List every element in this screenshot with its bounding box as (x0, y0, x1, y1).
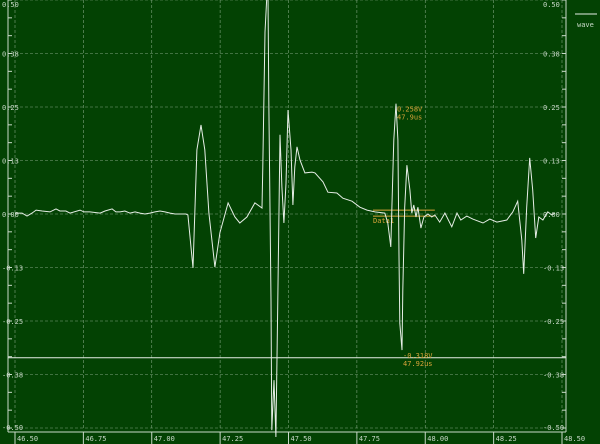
legend: wave (575, 13, 597, 29)
x-tick-label: 46.75 (85, 435, 106, 443)
y-tick-label-right: -0.25 (543, 318, 564, 326)
y-tick-label-right: 0.25 (543, 104, 560, 112)
y-tick-label-right: -0.38 (543, 372, 564, 380)
y-tick-label-right: 0.38 (543, 51, 560, 59)
y-tick-label-right: 0.13 (543, 158, 560, 166)
y-tick-label-left: -0.38 (2, 372, 23, 380)
x-tick-label: 46.50 (17, 435, 38, 443)
annotation-label: 47.92us (403, 360, 433, 368)
x-tick-label: 48.00 (427, 435, 448, 443)
y-tick-label-right: -0.13 (543, 265, 564, 273)
x-tick-label: 48.50 (564, 435, 585, 443)
x-tick-label: 47.75 (359, 435, 380, 443)
axes: 46.50 46.75 47.00 47.25 47.50 47.75 48.00 48.25… (2, 0, 585, 444)
y-tick-label-left: 0.50 (2, 1, 19, 9)
series-wave-line (15, 0, 555, 438)
y-tick-label-left: -0.25 (2, 318, 23, 326)
x-tick-label: 47.00 (154, 435, 175, 443)
cursor-band-label: Data1 (373, 217, 394, 225)
annotation-label: 0.258V (397, 106, 423, 114)
annotation-label: -0.318V (403, 352, 433, 360)
x-tick-label: 48.25 (496, 435, 517, 443)
legend-label-wave: wave (577, 21, 594, 29)
y-tick-label-left: 0.00 (2, 211, 19, 219)
annotation-label: 47.9us (397, 114, 422, 122)
y-tick-label-left: -0.50 (2, 424, 23, 432)
y-tick-label-left: 0.25 (2, 104, 19, 112)
x-tick-label: 47.50 (291, 435, 312, 443)
x-tick-label: 47.25 (222, 435, 243, 443)
y-tick-label-left: 0.13 (2, 158, 19, 166)
y-tick-label-right: 0.50 (543, 1, 560, 9)
y-tick-label-left: 0.38 (2, 51, 19, 59)
y-tick-label-left: -0.13 (2, 265, 23, 273)
y-tick-label-right: -0.50 (543, 424, 564, 432)
